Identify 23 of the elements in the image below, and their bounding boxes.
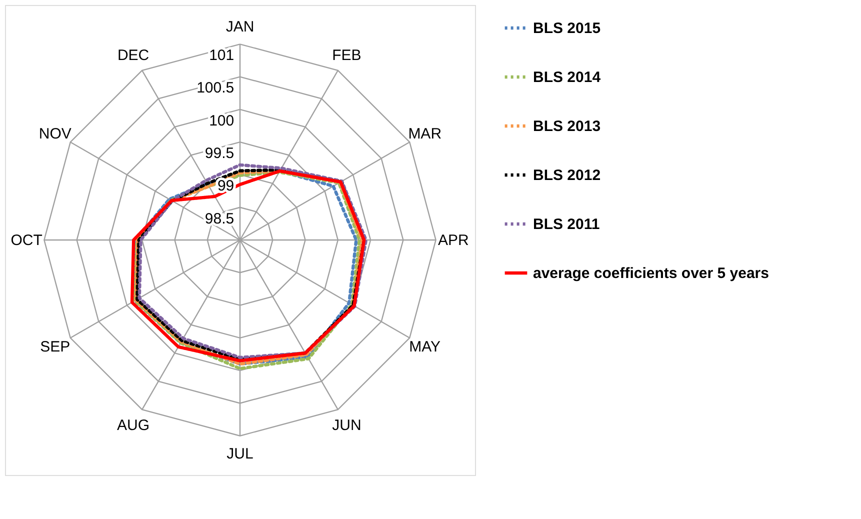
spoke-label: SEP: [40, 338, 70, 356]
legend-label: BLS 2012: [533, 167, 601, 184]
spoke-label: OCT: [10, 232, 42, 249]
legend-label: BLS 2013: [533, 118, 601, 135]
y-tick-label: 100.5: [196, 80, 234, 97]
y-tick-label: 99.5: [204, 145, 234, 162]
spoke-label: APR: [438, 232, 470, 249]
spoke-label: FEB: [332, 47, 362, 64]
spoke-label: JAN: [226, 18, 254, 36]
y-tick-label: 98.5: [204, 210, 234, 228]
spoke-label: AUG: [117, 416, 150, 434]
spoke-label: DEC: [117, 47, 150, 64]
spoke-label: MAY: [409, 338, 441, 356]
legend-label: BLS 2014: [533, 69, 602, 86]
legend-label: BLS 2011: [533, 216, 600, 233]
spoke-label: JUL: [226, 445, 254, 462]
legend-label: BLS 2015: [533, 20, 601, 37]
spoke-label: MAR: [408, 125, 442, 142]
spoke-label: NOV: [38, 125, 72, 142]
spoke-label: JUN: [332, 416, 362, 434]
legend-label: average coefficients over 5 years: [533, 265, 769, 282]
y-tick-label: 101: [209, 47, 234, 64]
y-tick-label: 100: [209, 112, 234, 130]
